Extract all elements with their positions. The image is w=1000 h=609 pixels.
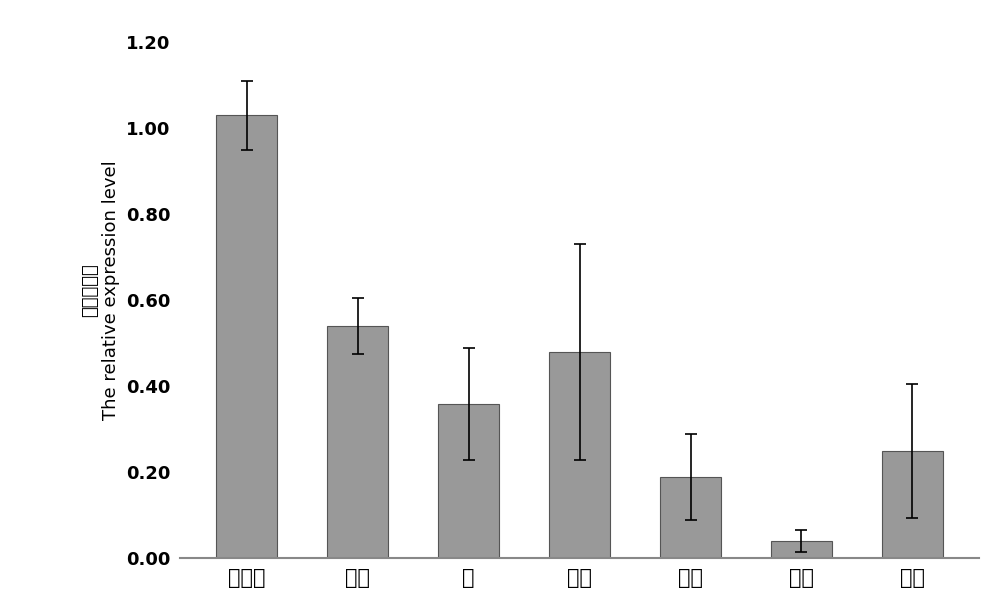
Bar — [438, 404, 499, 558]
Bar — [549, 352, 610, 558]
Bar — [771, 541, 832, 558]
Y-axis label: 相对表达量
The relative expression level: 相对表达量 The relative expression level — [81, 160, 120, 420]
Bar — [660, 477, 721, 558]
Bar — [327, 326, 388, 558]
Bar — [882, 451, 943, 558]
Bar — [216, 116, 277, 558]
